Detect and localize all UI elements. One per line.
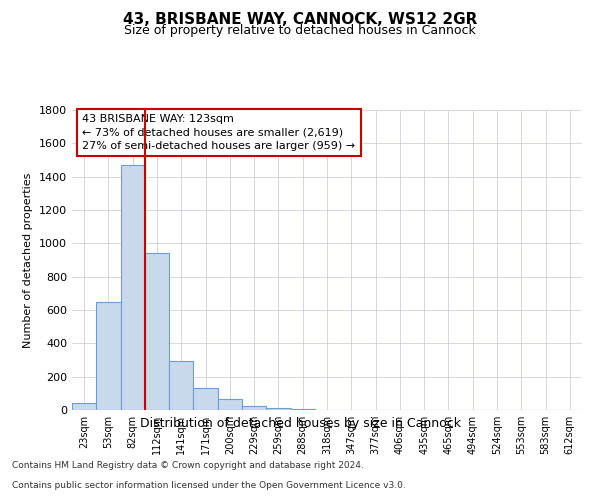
- Bar: [121, 165, 145, 410]
- Text: 43 BRISBANE WAY: 123sqm
← 73% of detached houses are smaller (2,619)
27% of semi: 43 BRISBANE WAY: 123sqm ← 73% of detache…: [82, 114, 355, 151]
- Text: Contains HM Land Registry data © Crown copyright and database right 2024.: Contains HM Land Registry data © Crown c…: [12, 461, 364, 470]
- Text: Size of property relative to detached houses in Cannock: Size of property relative to detached ho…: [124, 24, 476, 37]
- Bar: [290, 409, 315, 410]
- Bar: [169, 361, 193, 410]
- Bar: [242, 406, 266, 410]
- Text: Distribution of detached houses by size in Cannock: Distribution of detached houses by size …: [139, 418, 461, 430]
- Text: 43, BRISBANE WAY, CANNOCK, WS12 2GR: 43, BRISBANE WAY, CANNOCK, WS12 2GR: [123, 12, 477, 28]
- Bar: [193, 388, 218, 410]
- Bar: [266, 408, 290, 410]
- Text: Contains public sector information licensed under the Open Government Licence v3: Contains public sector information licen…: [12, 481, 406, 490]
- Bar: [218, 399, 242, 410]
- Bar: [72, 402, 96, 410]
- Y-axis label: Number of detached properties: Number of detached properties: [23, 172, 34, 348]
- Bar: [96, 302, 121, 410]
- Bar: [145, 254, 169, 410]
